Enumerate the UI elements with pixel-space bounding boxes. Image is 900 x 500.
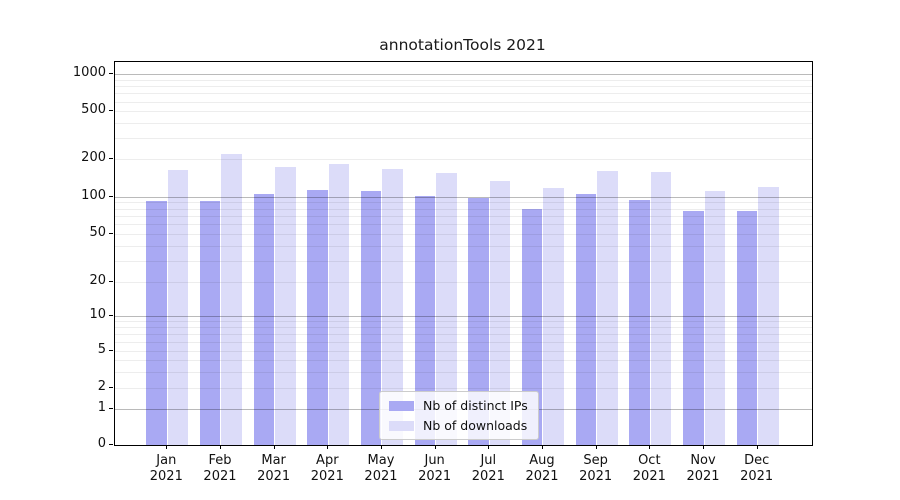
y-tick-mark <box>109 73 113 75</box>
x-tick-mark <box>273 445 275 449</box>
y-tick-label: 5 <box>97 342 106 357</box>
bar-downloads-sep <box>597 171 618 445</box>
bar-distinct-ips-sep <box>575 194 597 445</box>
y-tick-mark <box>109 110 113 112</box>
y-tick-label: 50 <box>89 225 106 240</box>
x-tick-label: Jun 2021 <box>418 453 452 484</box>
minor-gridline <box>115 86 812 88</box>
x-tick-mark <box>434 445 436 449</box>
minor-gridline <box>115 79 812 81</box>
x-tick-mark <box>219 445 221 449</box>
x-tick-mark <box>541 445 543 449</box>
bar-downloads-apr <box>328 164 350 445</box>
distinct-ips-swatch <box>389 400 414 411</box>
minor-gridline <box>115 101 812 103</box>
legend-item: Nb of downloads <box>389 418 528 433</box>
plot-area <box>114 61 813 446</box>
bar-distinct-ips-nov <box>683 211 704 445</box>
y-tick-mark <box>109 350 113 351</box>
legend-label: Nb of distinct IPs <box>423 398 528 413</box>
minor-gridline <box>115 122 812 124</box>
y-tick-label: 100 <box>81 187 106 203</box>
y-tick-mark <box>109 233 113 234</box>
downloads-swatch <box>389 420 414 431</box>
x-tick-mark <box>488 445 490 449</box>
x-tick-label: Jul 2021 <box>471 453 505 484</box>
bar-downloads-jan <box>167 169 189 445</box>
y-tick-label: 2 <box>97 378 106 394</box>
x-tick-label: Feb 2021 <box>203 453 237 484</box>
x-tick-mark <box>327 445 329 449</box>
x-tick-mark <box>756 445 758 449</box>
bar-distinct-ips-jul <box>468 197 489 445</box>
bar-distinct-ips-dec <box>736 210 758 445</box>
x-tick-label: Aug 2021 <box>525 453 559 484</box>
x-tick-label: Oct 2021 <box>632 453 666 484</box>
y-tick-mark <box>109 158 113 160</box>
x-tick-mark <box>595 445 597 449</box>
x-tick-mark <box>649 445 651 449</box>
y-tick-label: 10 <box>89 307 106 322</box>
minor-gridline <box>115 159 812 161</box>
bar-downloads-aug <box>543 187 564 445</box>
bar-distinct-ips-jan <box>146 200 167 445</box>
y-tick-label: 1000 <box>72 65 106 81</box>
chart-title: annotationTools 2021 <box>379 36 546 54</box>
bar-downloads-mar <box>275 167 296 445</box>
x-tick-label: May 2021 <box>364 453 398 484</box>
x-tick-label: Sep 2021 <box>579 453 613 484</box>
major-gridline <box>115 74 812 76</box>
legend-label: Nb of downloads <box>423 418 528 433</box>
x-tick-label: Mar 2021 <box>257 453 291 484</box>
bar-downloads-jul <box>489 181 511 445</box>
y-tick-label: 200 <box>81 150 106 166</box>
y-tick-mark <box>109 407 113 409</box>
x-tick-label: Nov 2021 <box>686 453 720 484</box>
bar-distinct-ips-aug <box>521 208 543 445</box>
bar-downloads-nov <box>704 190 725 445</box>
y-tick-mark <box>109 444 113 445</box>
y-tick-label: 0 <box>97 436 106 451</box>
x-tick-mark <box>166 445 168 449</box>
bar-distinct-ips-mar <box>253 194 275 445</box>
bar-downloads-dec <box>758 186 779 445</box>
legend-item: Nb of distinct IPs <box>389 398 528 413</box>
y-tick-label: 20 <box>89 273 106 288</box>
x-tick-mark <box>703 445 704 449</box>
y-tick-mark <box>109 386 113 388</box>
bar-downloads-oct <box>650 172 672 445</box>
y-tick-mark <box>109 315 113 316</box>
bar-distinct-ips-jun <box>414 196 436 445</box>
minor-gridline <box>115 93 812 95</box>
bar-downloads-jun <box>436 173 457 445</box>
y-tick-label: 500 <box>81 102 106 118</box>
bar-downloads-may <box>382 169 403 445</box>
minor-gridline <box>115 138 812 140</box>
minor-gridline <box>115 111 812 113</box>
bar-distinct-ips-oct <box>629 200 650 445</box>
y-tick-mark <box>109 281 113 282</box>
x-tick-label: Jan 2021 <box>149 453 183 484</box>
x-tick-mark <box>380 445 382 449</box>
bar-downloads-feb <box>221 154 242 445</box>
legend: Nb of distinct IPs Nb of downloads <box>379 391 539 440</box>
y-tick-mark <box>109 195 113 197</box>
bar-distinct-ips-feb <box>199 201 221 445</box>
bar-distinct-ips-may <box>360 190 382 445</box>
bar-distinct-ips-apr <box>307 190 328 445</box>
x-tick-label: Dec 2021 <box>740 453 774 484</box>
x-tick-label: Apr 2021 <box>310 453 344 484</box>
y-tick-label: 1 <box>97 399 106 415</box>
